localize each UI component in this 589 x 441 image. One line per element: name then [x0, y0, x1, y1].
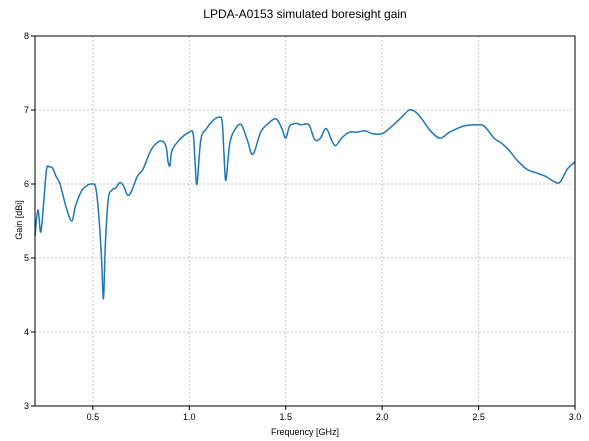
x-tick-label-5: 3.0: [569, 412, 582, 422]
y-tick-label-3: 6: [24, 179, 29, 189]
x-tick-label-4: 2.5: [472, 412, 485, 422]
plot-frame: [34, 35, 576, 407]
tick-marks: [31, 35, 576, 410]
x-axis-label: Frequency [GHz]: [271, 427, 339, 437]
x-tick-label-0: 0.5: [87, 412, 100, 422]
x-tick-label-1: 1.0: [183, 412, 196, 422]
chart-title: LPDA-A0153 simulated boresight gain: [203, 7, 406, 21]
x-tick-labels: 0.5 1.0 1.5 2.0 2.5 3.0: [87, 412, 582, 422]
y-tick-label-0: 3: [24, 401, 29, 411]
gain-series-line-0: [34, 108, 576, 300]
x-tick-label-3: 2.0: [376, 412, 389, 422]
y-tick-label-4: 7: [24, 105, 29, 115]
x-tick-label-2: 1.5: [279, 412, 292, 422]
y-tick-label-1: 4: [24, 327, 29, 337]
y-tick-labels: 3 4 5 6 7 8: [24, 31, 29, 411]
grid-lines: [35, 36, 575, 406]
y-tick-label-5: 8: [24, 31, 29, 41]
y-tick-label-2: 5: [24, 253, 29, 263]
series-layer: [34, 108, 576, 300]
y-axis-label: Gain [dBi]: [14, 200, 24, 240]
